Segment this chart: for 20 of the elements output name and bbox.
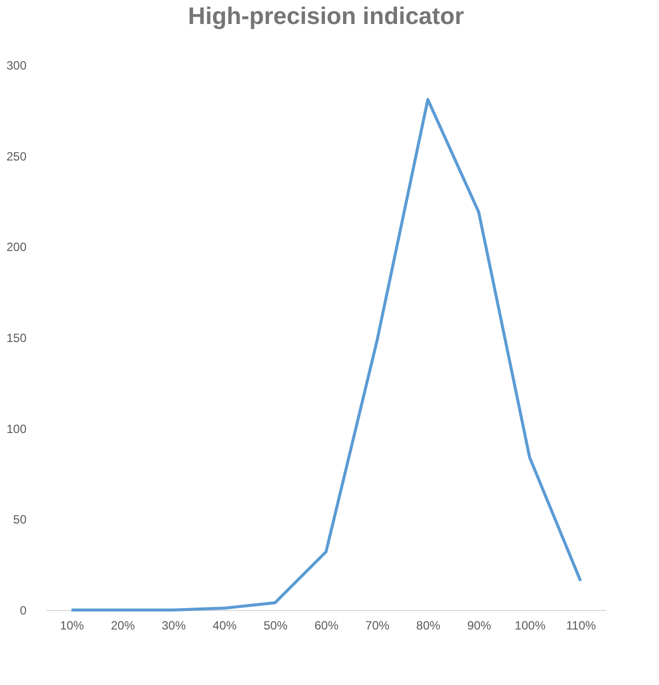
y-tick-label: 50 <box>13 512 27 527</box>
line-series <box>70 98 582 612</box>
x-tick-label: 100% <box>514 618 546 632</box>
x-tick-label: 50% <box>264 618 288 632</box>
x-tick-label: 60% <box>314 618 339 632</box>
y-tick-label: 100 <box>6 422 27 436</box>
x-tick-label: 10% <box>60 618 84 632</box>
y-tick-label: 150 <box>6 331 27 345</box>
chart-title: High-precision indicator <box>188 3 464 30</box>
y-tick-label: 0 <box>20 604 27 618</box>
x-tick-label: 30% <box>162 618 186 632</box>
y-tick-label: 200 <box>6 240 27 254</box>
x-tick-label: 40% <box>212 618 238 632</box>
x-tick-label: 90% <box>467 618 492 632</box>
x-tick-label: 20% <box>110 618 136 632</box>
x-tick-label: 80% <box>416 618 441 632</box>
x-tick-label: 70% <box>365 618 390 632</box>
x-tick-label: 110% <box>566 618 596 632</box>
y-tick-label: 300 <box>6 58 27 72</box>
y-tick-label: 250 <box>6 149 27 164</box>
